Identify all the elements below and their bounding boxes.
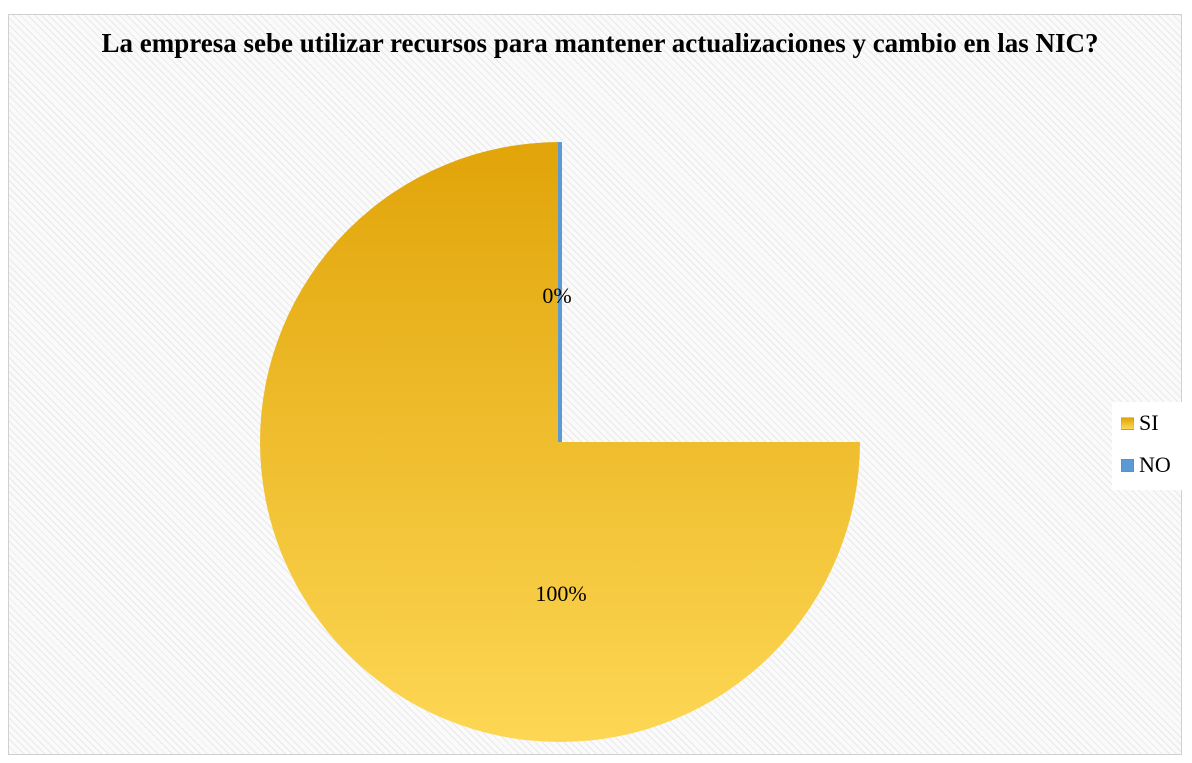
data-label-si: 100% bbox=[535, 581, 586, 606]
chart-title: La empresa sebe utilizar recursos para m… bbox=[101, 28, 1099, 58]
chart-area bbox=[8, 14, 1182, 755]
legend-item-si: SI bbox=[1121, 410, 1159, 436]
legend-item-no: NO bbox=[1121, 452, 1171, 478]
legend-swatch-no bbox=[1121, 458, 1134, 472]
legend-label-si: SI bbox=[1139, 410, 1159, 435]
data-label-no: 0% bbox=[542, 283, 571, 308]
legend-swatch-si bbox=[1121, 416, 1134, 430]
legend-label-no: NO bbox=[1139, 452, 1171, 477]
legend: SI NO bbox=[1112, 402, 1184, 490]
